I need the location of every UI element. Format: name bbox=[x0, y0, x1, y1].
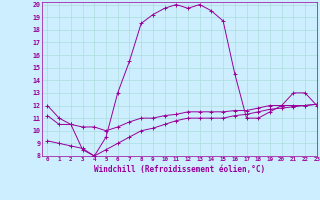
X-axis label: Windchill (Refroidissement éolien,°C): Windchill (Refroidissement éolien,°C) bbox=[94, 165, 265, 174]
